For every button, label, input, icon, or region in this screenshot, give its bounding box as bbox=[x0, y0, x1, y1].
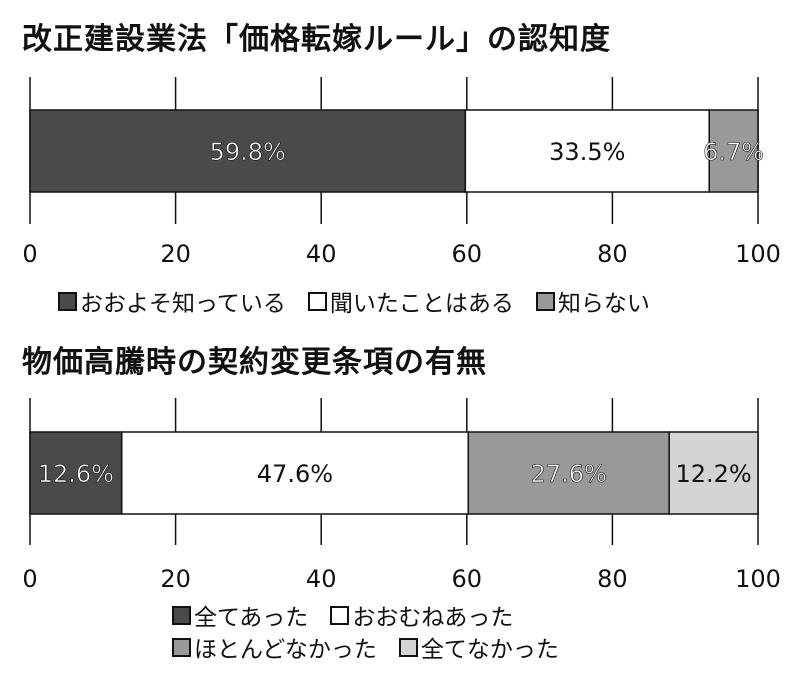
x-tick-label: 60 bbox=[452, 565, 483, 593]
chart-2-legend-item: 全てなかった bbox=[398, 630, 559, 664]
bar-segment bbox=[708, 109, 759, 193]
legend-swatch bbox=[330, 605, 350, 625]
chart-1: 0 20 40 60 80 100 59.8% 33.5% 6.7% bbox=[22, 77, 781, 268]
x-tick-label: 60 bbox=[452, 240, 483, 268]
bar-segment bbox=[29, 109, 467, 193]
x-tick-label: 100 bbox=[735, 565, 781, 593]
chart-2-legend-row-1: 全てあった おおむねあった bbox=[172, 598, 535, 632]
chart-1-legend-item: 知らない bbox=[535, 284, 650, 318]
legend-swatch bbox=[535, 291, 555, 311]
legend-label: ほとんどなかった bbox=[194, 637, 377, 663]
chart-2-legend-item: おおむねあった bbox=[330, 598, 513, 632]
chart-1-legend-item: おおよそ知っている bbox=[58, 284, 286, 318]
chart-2-legend-item: 全てあった bbox=[172, 598, 308, 632]
chart-2-legend-item: ほとんどなかった bbox=[172, 630, 377, 664]
legend-label: おおむねあった bbox=[352, 605, 514, 631]
chart-1-legend-item: 聞いたことはある bbox=[307, 284, 514, 318]
x-tick-label: 0 bbox=[22, 565, 37, 593]
x-tick-label: 40 bbox=[306, 565, 337, 593]
chart-2-title: 物価高騰時の契約変更条項の有無 bbox=[22, 345, 487, 380]
chart-1-title: 改正建設業法「価格転嫁ルール」の認知度 bbox=[22, 22, 611, 57]
bar-segment bbox=[668, 431, 759, 515]
chart-1-legend: おおよそ知っている 聞いたことはある 知らない bbox=[58, 284, 672, 318]
legend-label: 聞いたことはある bbox=[329, 291, 514, 317]
data-label: 47.6% bbox=[257, 460, 333, 488]
legend-swatch bbox=[307, 291, 327, 311]
bar-segment bbox=[29, 431, 123, 515]
legend-swatch bbox=[398, 637, 418, 657]
legend-label: おおよそ知っている bbox=[80, 291, 286, 317]
legend-swatch bbox=[172, 605, 191, 625]
x-tick-label: 20 bbox=[160, 240, 191, 268]
legend-label: 全てなかった bbox=[420, 637, 559, 663]
data-label: 59.8% bbox=[210, 138, 286, 166]
chart-2: 0 20 40 60 80 100 12.6% 47.6% 27.6% 12.2% bbox=[22, 398, 781, 593]
data-label: 12.2% bbox=[675, 460, 751, 488]
x-tick-label: 0 bbox=[22, 240, 37, 268]
legend-label: 知らない bbox=[557, 291, 650, 317]
legend-swatch bbox=[58, 291, 77, 311]
x-tick-label: 100 bbox=[735, 240, 781, 268]
data-label: 6.7% bbox=[703, 138, 764, 166]
legend-swatch bbox=[172, 637, 191, 657]
data-label: 12.6% bbox=[38, 460, 114, 488]
bar-segment bbox=[464, 109, 710, 193]
chart-2-legend-row-2: ほとんどなかった 全てなかった bbox=[172, 630, 581, 664]
x-tick-label: 80 bbox=[597, 240, 628, 268]
x-tick-label: 40 bbox=[306, 240, 337, 268]
bar-segment bbox=[467, 431, 670, 515]
x-tick-label: 80 bbox=[597, 565, 628, 593]
x-tick-label: 20 bbox=[160, 565, 191, 593]
data-label: 27.6% bbox=[531, 460, 607, 488]
legend-label: 全てあった bbox=[194, 605, 309, 631]
data-label: 33.5% bbox=[549, 138, 625, 166]
